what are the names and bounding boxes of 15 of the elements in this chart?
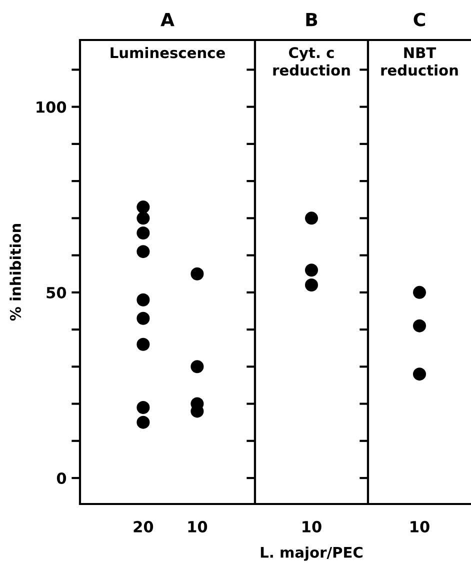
x-tick-label: 10	[410, 520, 430, 532]
x-tick-label: 20	[134, 520, 154, 532]
y-tick-label: 100	[36, 101, 66, 113]
y-tick-label: 0	[56, 472, 66, 484]
x-tick-label: 10	[302, 520, 322, 532]
y-tick-label: 50	[46, 286, 66, 298]
chart-title: A	[160, 12, 174, 26]
text: Cyt. c reduction	[273, 47, 350, 76]
x-tick-label: 10	[188, 520, 208, 532]
x-axis-title: L. major/PEC	[260, 546, 362, 561]
y-axis-title: % inhibition	[10, 224, 21, 321]
chart-title: B	[306, 12, 318, 26]
text: NBT reduction	[381, 47, 458, 76]
chart-title: C	[414, 12, 425, 26]
chart-subtitle: Luminescence	[110, 46, 225, 58]
